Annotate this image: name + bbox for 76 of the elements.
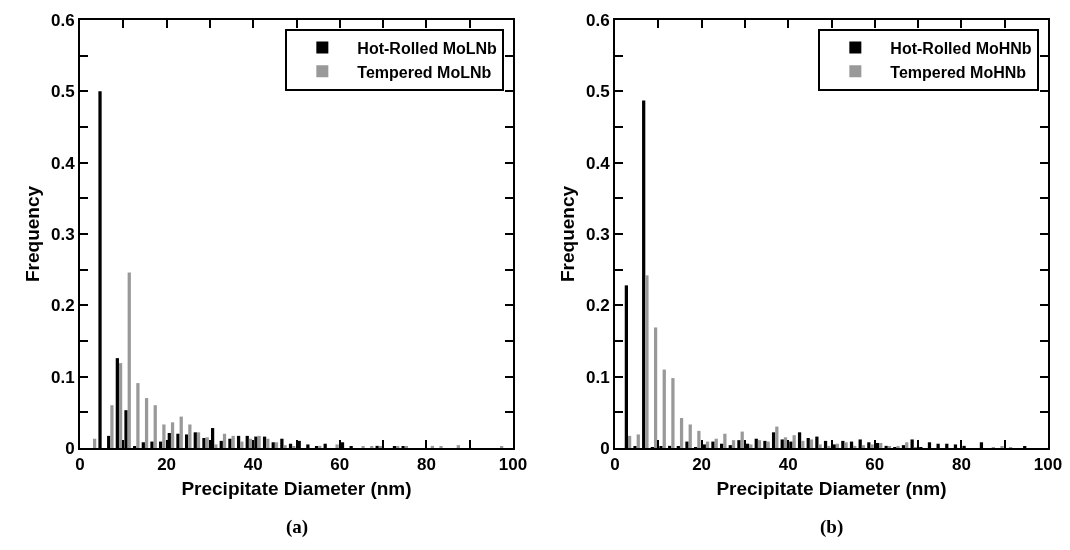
bar xyxy=(456,445,460,448)
y-tick-label: 0 xyxy=(65,438,75,458)
x-tick-label: 40 xyxy=(778,455,798,475)
x-tick-label: 60 xyxy=(330,455,350,475)
bar xyxy=(809,439,814,448)
y-axis-title: Frequency xyxy=(557,185,579,283)
bar xyxy=(248,438,253,448)
bar xyxy=(170,422,175,448)
y-axis-title: Frequency xyxy=(22,185,44,283)
bar xyxy=(92,438,97,448)
bar xyxy=(861,445,866,448)
x-tick-label: 100 xyxy=(498,455,528,475)
bar xyxy=(662,369,666,448)
bar xyxy=(127,272,131,448)
bar xyxy=(196,432,201,448)
bar xyxy=(757,440,762,448)
bar xyxy=(697,430,701,448)
bar xyxy=(144,398,149,448)
bar xyxy=(274,442,279,448)
bar xyxy=(671,378,675,448)
x-tick-label: 60 xyxy=(865,455,885,475)
x-tick-label: 20 xyxy=(157,455,177,475)
bar xyxy=(335,444,339,448)
bar xyxy=(679,418,684,448)
bar xyxy=(118,363,123,448)
x-tick-label: 20 xyxy=(692,455,712,475)
y-tick-label: 0.4 xyxy=(50,153,76,173)
bar xyxy=(188,424,192,448)
x-axis-title: Precipitate Diameter (nm) xyxy=(716,477,947,499)
bar xyxy=(731,440,736,448)
y-tick-label: 0.5 xyxy=(50,82,75,102)
bar xyxy=(153,405,157,448)
bar xyxy=(645,275,649,448)
text: (b) xyxy=(820,516,844,538)
x-axis-title: Precipitate Diameter (nm) xyxy=(181,477,412,499)
y-tick-label: 0.3 xyxy=(50,224,75,244)
bar xyxy=(636,434,640,448)
bar xyxy=(905,442,909,448)
x-tick-label: 80 xyxy=(951,455,971,475)
legend-label: Hot-Rolled MoLNb xyxy=(357,39,498,57)
legend-label: Tempered MoLNb xyxy=(357,63,492,81)
y-tick-label: 0.2 xyxy=(50,296,75,316)
x-tick-label: 40 xyxy=(243,455,263,475)
bar xyxy=(740,431,744,448)
bar xyxy=(653,327,658,448)
y-tick-label: 0.1 xyxy=(50,367,75,387)
bar xyxy=(792,435,796,448)
text: (a) xyxy=(286,516,309,538)
y-tick-label: 0 xyxy=(600,438,610,458)
legend-label: Hot-Rolled MoHNb xyxy=(890,39,1032,57)
bar xyxy=(801,440,805,448)
y-tick-label: 0.6 xyxy=(585,10,610,30)
y-tick-label: 0.5 xyxy=(585,82,610,102)
bar xyxy=(214,444,218,448)
bar xyxy=(136,383,140,448)
bar xyxy=(162,424,166,448)
bar xyxy=(266,438,270,448)
bar xyxy=(818,444,822,448)
bar xyxy=(775,426,779,448)
legend-label: Tempered MoHNb xyxy=(890,63,1027,81)
x-tick-label: 100 xyxy=(1033,455,1063,475)
bar xyxy=(688,424,692,448)
bar xyxy=(110,405,114,448)
bar xyxy=(723,433,727,448)
y-tick-label: 0.6 xyxy=(50,10,75,30)
y-tick-label: 0.1 xyxy=(585,367,610,387)
x-tick-label: 80 xyxy=(416,455,436,475)
bar xyxy=(283,445,287,448)
y-tick-label: 0.3 xyxy=(585,224,610,244)
bar xyxy=(222,433,227,448)
bar xyxy=(879,443,883,448)
bar xyxy=(627,435,632,448)
y-tick-label: 0.2 xyxy=(585,296,610,316)
bar xyxy=(783,437,788,448)
bar xyxy=(179,416,183,448)
y-tick-label: 0.4 xyxy=(585,153,611,173)
